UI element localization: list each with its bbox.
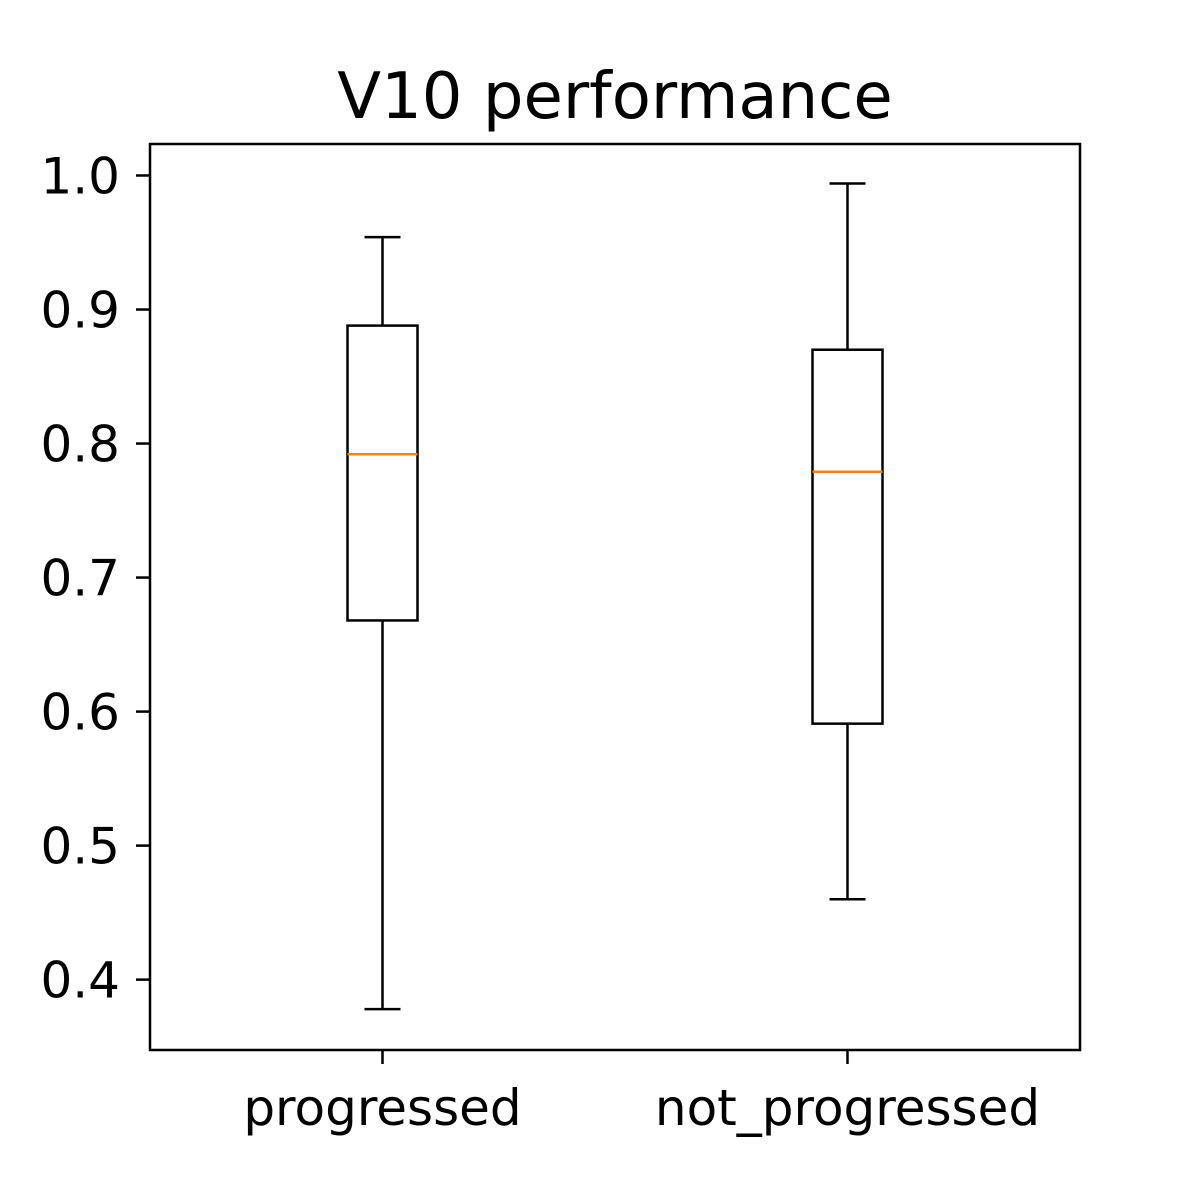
- box-not-progressed: [811, 182, 884, 901]
- y-tick-label: 0.9: [40, 282, 120, 340]
- y-tick-label: 0.4: [40, 952, 120, 1010]
- chart-title: V10 performance: [337, 60, 892, 134]
- iqr-box: [811, 348, 884, 725]
- iqr-box: [346, 324, 419, 622]
- y-tick-label: 0.8: [40, 416, 120, 474]
- x-tick-label: not_progressed: [655, 1079, 1040, 1137]
- x-axis: progressed not_progressed: [243, 1050, 1040, 1137]
- box-series: [346, 182, 884, 1011]
- plot-area-frame: [148, 142, 1082, 1052]
- x-tick-label: progressed: [243, 1079, 521, 1137]
- y-tick-label: 0.6: [40, 684, 120, 742]
- y-tick-label: 0.5: [40, 818, 120, 876]
- y-axis: 1.0 0.9 0.8 0.7 0.6 0.5 0.4: [40, 147, 150, 1010]
- y-tick-label: 1.0: [40, 147, 120, 205]
- box-progressed: [346, 235, 419, 1011]
- y-tick-label: 0.7: [40, 550, 120, 608]
